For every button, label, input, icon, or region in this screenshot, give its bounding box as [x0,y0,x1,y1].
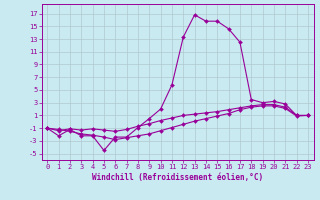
X-axis label: Windchill (Refroidissement éolien,°C): Windchill (Refroidissement éolien,°C) [92,173,263,182]
